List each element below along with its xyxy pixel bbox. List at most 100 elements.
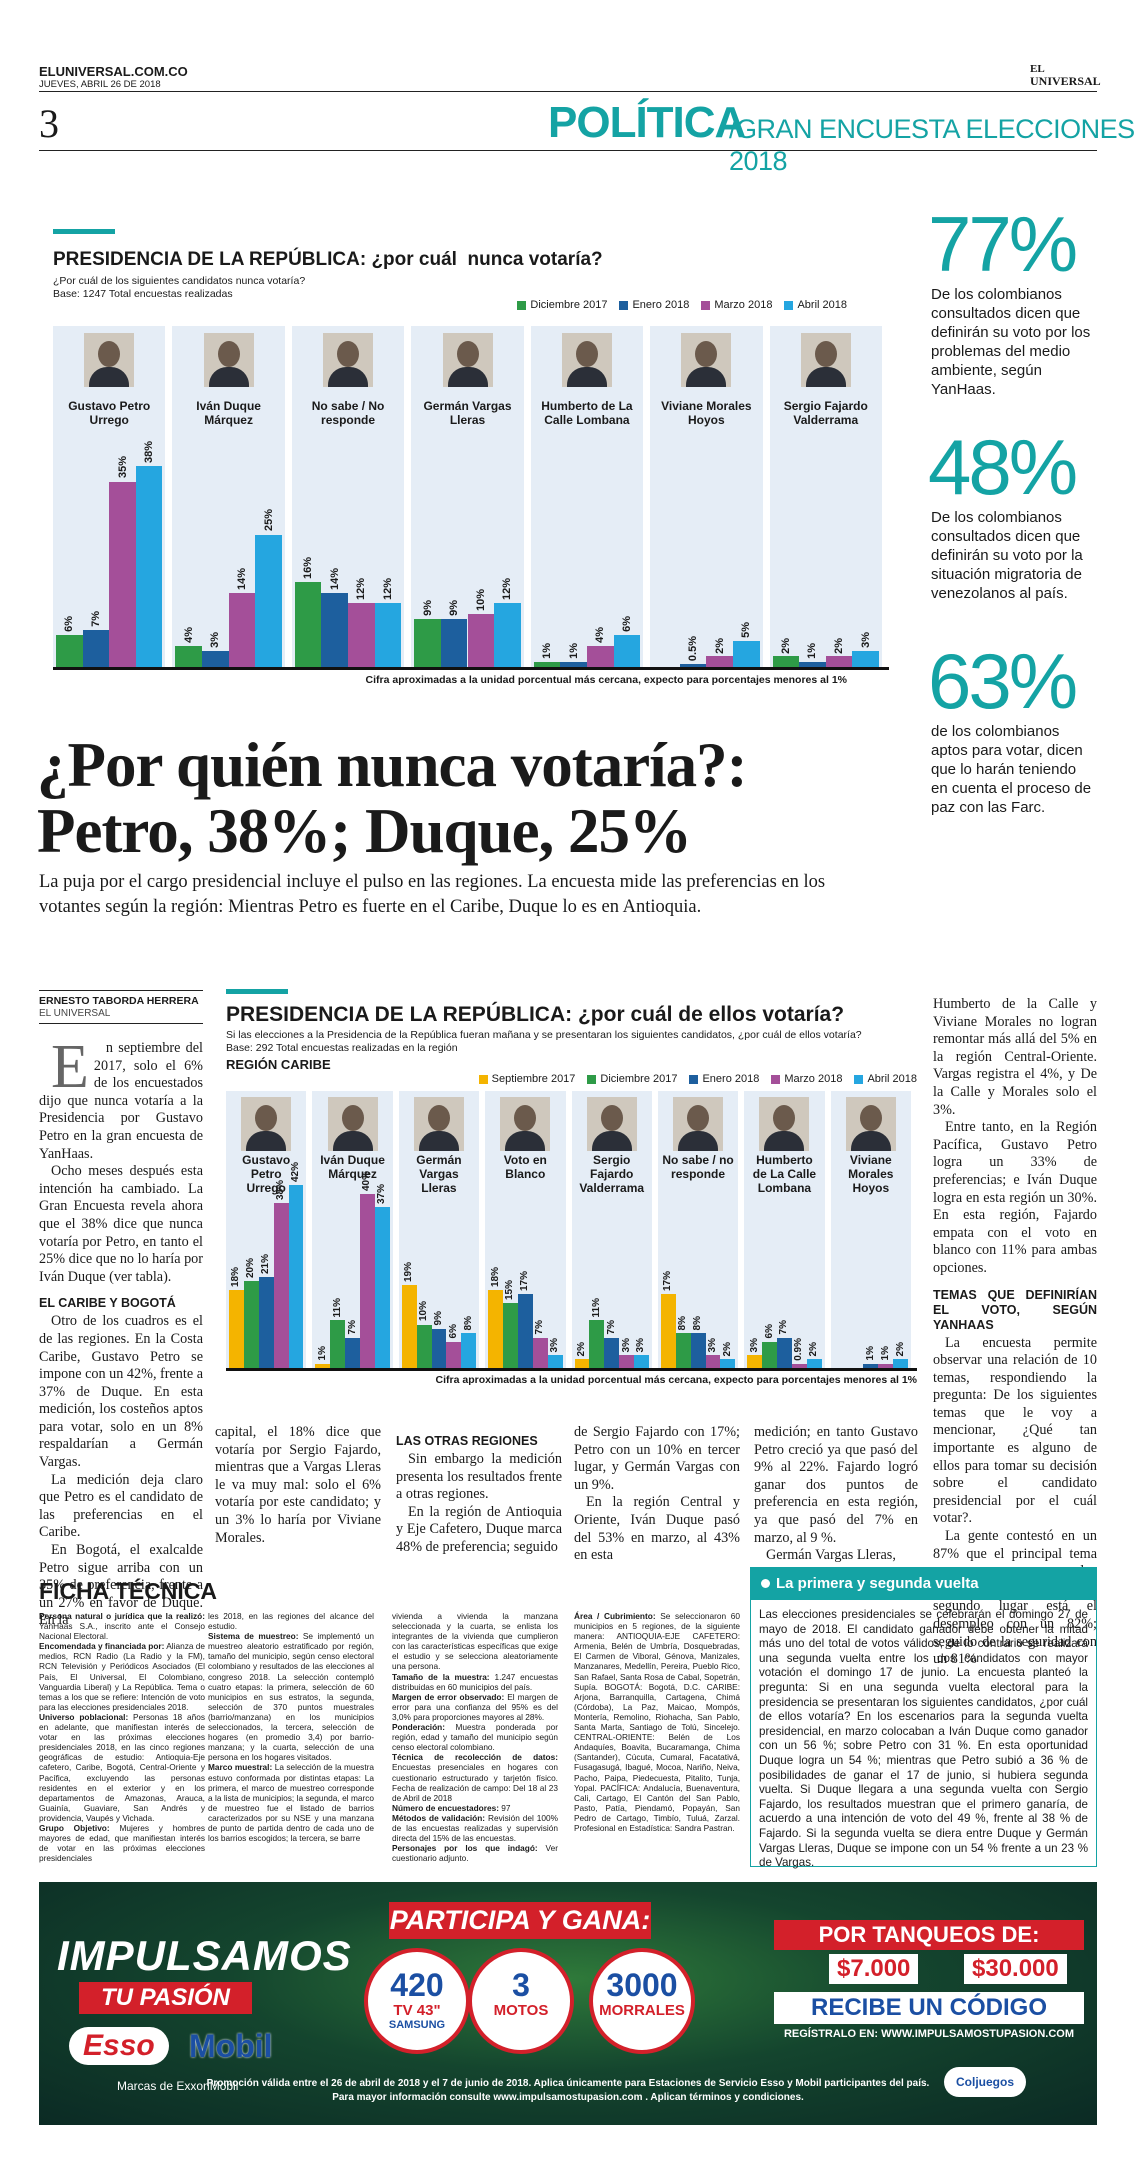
article-column: Humberto de la Calle y Viviane Morales n… (933, 996, 1097, 1669)
date: JUEVES, ABRIL 26 DE 2018 (39, 79, 161, 90)
ficha-item: Persona natural o jurídica que la realiz… (39, 1611, 205, 1641)
bar (321, 592, 349, 667)
ficha-text: Alianza de medios, RCN Radio (La Radio y… (39, 1641, 205, 1712)
value-label: 17% (662, 1271, 674, 1292)
ficha-label: Persona natural o jurídica que la realiz… (39, 1611, 205, 1621)
bar (589, 1320, 605, 1368)
article-column: En septiembre del 2017, solo el 6% de lo… (39, 1033, 203, 1630)
ficha-item: vivienda a vivienda la manzana seleccion… (392, 1611, 558, 1672)
ficha-text: Encuestas presenciales en hogares con cu… (392, 1762, 558, 1803)
photo-body (505, 1131, 546, 1151)
ad-brand: Mobil (189, 2028, 273, 2064)
legend-item: Septiembre 2017 (478, 1073, 575, 1085)
value-label: 3% (620, 1337, 632, 1352)
legend-swatch (587, 1074, 597, 1084)
value-label: 2% (779, 637, 792, 654)
bar (414, 619, 441, 667)
value-label: 9% (432, 1311, 444, 1326)
photo-body (805, 367, 846, 387)
legend-label: Marzo 2018 (784, 1073, 843, 1085)
value-label: 3% (859, 632, 872, 649)
bar (762, 1341, 777, 1368)
logo-bottom: UNIVERSAL (1030, 74, 1101, 88)
value-label: 2% (575, 1341, 587, 1357)
bar (288, 1185, 304, 1368)
bar (720, 1359, 736, 1368)
chart-region: REGIÓN CARIBE (226, 1057, 331, 1072)
ficha-text: El margen de error para una confianza de… (392, 1691, 558, 1722)
chart-subtitle: ¿Por cuál de los siguientes candidatos n… (53, 275, 306, 287)
ficha-item: les 2018, en las regiones del alcance de… (208, 1611, 374, 1631)
legend-label: Abril 2018 (867, 1073, 917, 1085)
paragraph: En septiembre del 2017, solo el 6% de lo… (39, 1033, 203, 1162)
photo-body (246, 1131, 287, 1151)
bar (374, 603, 402, 667)
ad-amount: $7.000 (829, 1954, 919, 1984)
candidate-photo (681, 333, 732, 387)
value-label: 3% (549, 1337, 561, 1352)
bar (467, 614, 495, 667)
subhead: TEMAS QUE DEFINIRÍAN EL VOTO, SEGÚN YANH… (933, 1287, 1097, 1332)
bar (360, 1194, 375, 1368)
ficha-item: Encomendada y financiada por: Alianza de… (39, 1641, 205, 1712)
photo-body (89, 367, 130, 387)
bar (228, 592, 256, 667)
chart-note: Cifra aproximadas a la unidad porcentual… (365, 674, 847, 686)
candidate-photo (759, 1097, 810, 1151)
bar (532, 1337, 548, 1368)
bar (706, 656, 733, 667)
value-label: 0.9% (793, 1338, 805, 1362)
legend-swatch (784, 300, 794, 310)
photo-head (427, 1105, 450, 1131)
bullet (761, 1579, 770, 1588)
photo-body (332, 1131, 373, 1151)
photo-body (764, 1131, 805, 1151)
candidate-photo (241, 1097, 292, 1151)
ad-regulator: Coljuegos (944, 2067, 1027, 2097)
bar (690, 1333, 706, 1368)
legend-item: Marzo 2018 (701, 299, 772, 311)
category-label: Gustavo Petro Urrego (68, 399, 151, 427)
value-label: 9% (421, 600, 434, 617)
legend-item: Abril 2018 (854, 1073, 917, 1085)
bar (345, 1337, 360, 1368)
ficha-label: Métodos de validación: (392, 1812, 486, 1823)
legend-item: Diciembre 2017 (517, 299, 607, 311)
ficha-text: La selección de la muestra estuvo confor… (208, 1762, 374, 1844)
ficha-label: Área / Cubrimiento: (574, 1611, 656, 1621)
section: POLÍTICA (548, 98, 746, 147)
bar (82, 629, 110, 667)
ficha-text: Personas 18 años en adelante, que manifi… (39, 1711, 205, 1823)
value-label: 14% (235, 567, 248, 590)
paragraph: Ocho meses después esta intención ha cam… (39, 1163, 203, 1285)
prize-line: SAMSUNG (388, 2019, 446, 2031)
value-label: 3% (635, 1337, 647, 1352)
info-box-header: La primera y segunda vuelta (751, 1568, 1096, 1600)
bar (431, 1328, 447, 1368)
value-label: 2% (833, 637, 846, 654)
value-label: 19% (403, 1262, 415, 1283)
bar (416, 1324, 432, 1368)
candidate-photo (800, 333, 851, 387)
ficha-text: Muestra ponderada por región, edad y tam… (392, 1722, 558, 1753)
category-label: Germán Vargas Lleras (423, 399, 512, 427)
chart-subtitle: Si las elecciones a la Presidencia de la… (226, 1029, 862, 1041)
section-rule (39, 150, 1097, 151)
subhead: LAS OTRAS REGIONES (396, 1434, 538, 1448)
bar (315, 1363, 331, 1368)
candidate-photo (845, 1097, 896, 1151)
byline-rule (39, 1023, 203, 1024)
category-label: Viviane Morales Hoyos (848, 1153, 894, 1195)
value-label: 14% (328, 567, 341, 590)
bar (675, 1333, 691, 1368)
value-label: 1% (316, 1346, 328, 1361)
bar (634, 1354, 649, 1368)
bar (825, 656, 853, 667)
value-label: 17% (519, 1271, 531, 1292)
ficha-text: Revisión del 100% de las encuestas reali… (392, 1812, 558, 1844)
value-label: 3% (706, 1337, 718, 1352)
ficha-label: Marco muestral: (208, 1762, 273, 1773)
value-label: 7% (534, 1320, 546, 1335)
value-label: 38% (275, 1179, 287, 1200)
photo-head (341, 1105, 364, 1131)
